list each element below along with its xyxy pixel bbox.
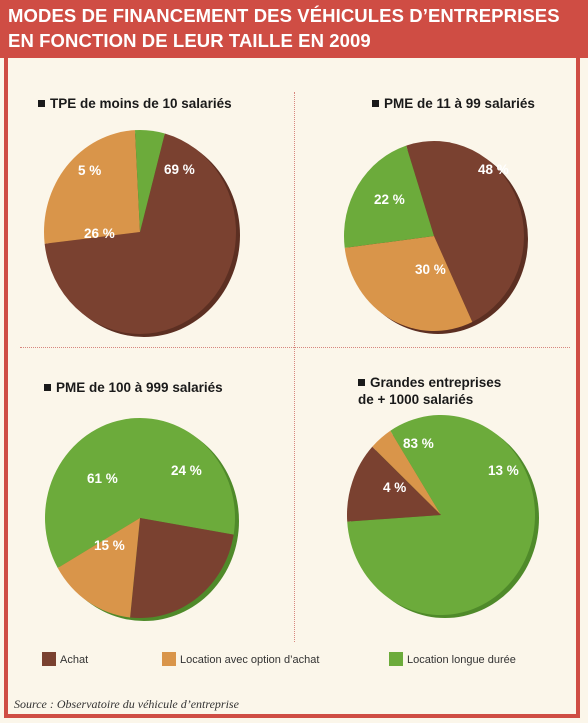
pie-label-1-2: 22 % (374, 192, 405, 207)
pie-label-2-0: 24 % (171, 463, 202, 478)
pie-slice-2-2 (45, 418, 236, 568)
legend-swatch-location-longue (389, 652, 403, 666)
bullet-square-icon (358, 379, 365, 386)
bullet-square-icon (38, 100, 45, 107)
pie-group-2: 24 % 15 % 61 % (45, 418, 239, 621)
pie-label-0-2: 5 % (78, 163, 101, 178)
legend-label-location-longue: Location longue durée (407, 654, 516, 666)
pie-label-1-0: 48 % (478, 162, 509, 177)
source-note: Source : Observatoire du véhicule d’entr… (14, 697, 239, 711)
legend-label-location-option: Location avec option d’achat (180, 654, 320, 666)
pie-label-2-2: 61 % (87, 471, 118, 486)
pie-slice-1-2 (344, 145, 434, 248)
pie-slice-3-1 (372, 430, 441, 515)
pie-label-3-2: 83 % (403, 436, 434, 451)
panel-title-pme-small-text: PME de 11 à 99 salariés (384, 96, 535, 111)
pie-slice-0-1 (44, 130, 140, 244)
legend-label-achat: Achat (60, 654, 89, 666)
horizontal-divider (20, 347, 570, 348)
pie-slice-2-1 (57, 518, 140, 618)
pie-slice-3-2 (347, 414, 535, 615)
pie-group-3: 13 % 4 % 83 % (347, 414, 539, 618)
legend-swatch-achat (42, 652, 56, 666)
legend-item-location-option: Location avec option d’achat (162, 652, 319, 666)
pie-label-0-1: 26 % (84, 226, 115, 241)
pie-slice-1-0 (406, 141, 524, 322)
panel-title-tpe: TPE de moins de 10 salariés (38, 95, 232, 112)
pie-slice-2-0 (130, 518, 234, 618)
pie-slice-3-0 (347, 446, 441, 522)
pie-label-2-1: 15 % (94, 538, 125, 553)
panel-title-pme-large-text: PME de 100 à 999 salariés (56, 380, 223, 395)
panel-title-grandes: Grandes entreprises de + 1000 salariés (358, 374, 501, 408)
panel-title-grandes-line2: de + 1000 salariés (358, 392, 474, 407)
legend-swatch-location-option (162, 652, 176, 666)
pie-label-3-1: 4 % (383, 480, 406, 495)
pie-group-0: 69 % 26 % 5 % (44, 130, 240, 337)
pie-slice-0-2 (134, 130, 165, 232)
pie-label-3-0: 13 % (488, 463, 519, 478)
panel-title-pme-large: PME de 100 à 999 salariés (44, 379, 223, 396)
panel-title-tpe-text: TPE de moins de 10 salariés (50, 96, 232, 111)
legend-item-location-longue: Location longue durée (389, 652, 516, 666)
legend-item-achat: Achat (42, 652, 88, 666)
bullet-square-icon (372, 100, 379, 107)
pie-label-1-1: 30 % (415, 262, 446, 277)
pie-group-1: 48 % 30 % 22 % (344, 141, 528, 334)
panel-title-pme-small: PME de 11 à 99 salariés (372, 95, 535, 112)
pie-slice-0-0 (44, 133, 237, 334)
chart-frame (4, 58, 580, 718)
chart-header: MODES DE FINANCEMENT DES VÉHICULES D’ENT… (0, 0, 588, 58)
chart-title-line1: MODES DE FINANCEMENT DES VÉHICULES D’ENT… (8, 5, 560, 26)
chart-title-line2: EN FONCTION DE LEUR TAILLE EN 2009 (8, 30, 371, 51)
pie-label-0-0: 69 % (164, 162, 195, 177)
panel-title-grandes-line1: Grandes entreprises (370, 375, 502, 390)
pie-slice-1-1 (344, 236, 473, 331)
bullet-square-icon (44, 384, 51, 391)
vertical-divider (294, 92, 295, 642)
